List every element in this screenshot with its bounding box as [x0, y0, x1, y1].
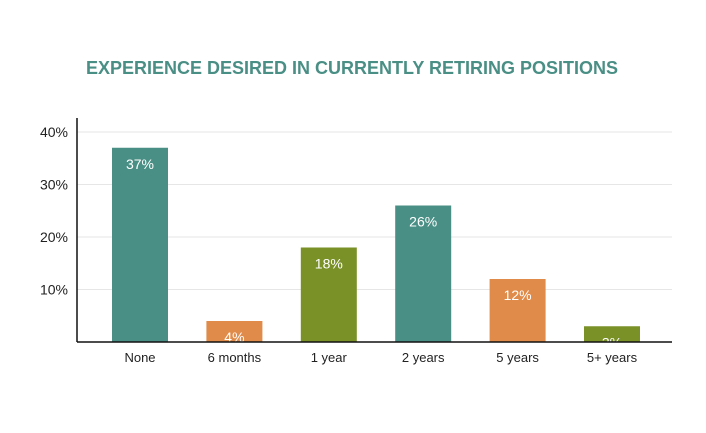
x-category-label: None [124, 350, 155, 365]
data-label: 26% [409, 214, 437, 230]
bar-5-years [584, 326, 640, 342]
y-tick-label: 40% [40, 124, 68, 140]
data-label: 37% [126, 156, 154, 172]
y-tick-label: 20% [40, 229, 68, 245]
data-label: 12% [504, 287, 532, 303]
chart-title: EXPERIENCE DESIRED IN CURRENTLY RETIRING… [86, 58, 618, 78]
x-category-label: 5+ years [587, 350, 638, 365]
data-label: 4% [224, 329, 244, 345]
data-label: 18% [315, 256, 343, 272]
y-tick-label: 10% [40, 282, 68, 298]
y-tick-label: 30% [40, 177, 68, 193]
bar-2-years [395, 205, 452, 342]
bars [112, 147, 640, 342]
bar-6-months [206, 321, 263, 342]
bar-none [112, 147, 168, 342]
x-axis-categories: None 6 months 1 year 2 years 5 years 5+ years [124, 350, 637, 365]
x-category-label: 5 years [496, 350, 539, 365]
bar-5-years [489, 279, 546, 342]
x-category-label: 6 months [208, 350, 262, 365]
x-category-label: 1 year [311, 350, 348, 365]
y-axis-ticks: 10% 20% 30% 40% [40, 124, 68, 298]
x-category-label: 2 years [402, 350, 445, 365]
bar-1-year [300, 247, 357, 342]
data-labels: 37%4%18%26%12%3% [126, 156, 622, 351]
gridlines [77, 131, 672, 290]
